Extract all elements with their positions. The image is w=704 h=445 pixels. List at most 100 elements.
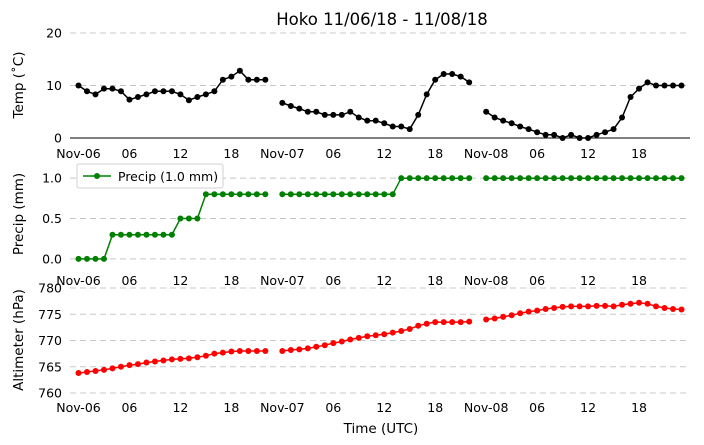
temp-data-point [415, 111, 422, 118]
alt-data-point [542, 306, 549, 312]
precip-data-point [151, 231, 158, 238]
temp-data-point [661, 82, 668, 89]
precip-data-point [330, 191, 337, 198]
alt-x-tick-label: 06 [529, 400, 545, 415]
precip-data-point [202, 191, 209, 198]
temp-data-point [449, 70, 456, 77]
alt-data-point [415, 322, 422, 329]
temp-data-point [83, 88, 90, 95]
temp-data-point [75, 82, 82, 89]
precip-data-point [423, 175, 430, 182]
alt-data-point [423, 320, 430, 327]
precip-data-point [576, 175, 583, 182]
alt-y-tick-label: 760 [38, 386, 62, 401]
alt-y-tick-label: 765 [38, 359, 62, 374]
precip-data-point [457, 175, 464, 182]
alt-data-point [644, 300, 651, 307]
temp-data-point [593, 131, 600, 138]
precip-data-point [644, 175, 651, 182]
alt-data-point [653, 303, 660, 310]
precip-data-point [619, 175, 626, 182]
alt-data-point [627, 300, 634, 307]
temp-data-point [466, 79, 473, 86]
precip-data-point [177, 215, 184, 222]
alt-data-point [304, 345, 311, 352]
temp-data-point [423, 91, 430, 98]
temp-data-point [653, 82, 660, 89]
alt-data-point [202, 352, 209, 359]
precip-data-point [491, 175, 498, 182]
alt-data-point [551, 304, 558, 311]
alt-data-point [568, 303, 575, 310]
precip-data-point [398, 175, 405, 182]
temp-data-point [202, 91, 209, 98]
precip-x-tick-label: 12 [172, 273, 188, 288]
temp-data-point [245, 76, 252, 83]
precip-data-point [440, 175, 447, 182]
alt-data-point [296, 346, 303, 353]
temp-data-point [372, 117, 379, 124]
temp-x-tick-label: 06 [529, 146, 545, 161]
temp-data-point [500, 117, 507, 124]
temp-data-point [143, 91, 150, 98]
precip-x-tick-label: Nov-07 [260, 273, 304, 288]
alt-data-point [389, 329, 396, 336]
precip-data-point [636, 175, 643, 182]
alt-data-point [253, 348, 260, 354]
precip-data-point [126, 231, 133, 238]
alt-data-point [245, 348, 252, 354]
alt-data-point [100, 366, 107, 373]
temp-data-point [355, 114, 362, 121]
alt-data-point [355, 334, 362, 341]
alt-data-point [517, 310, 524, 317]
precip-data-point [211, 191, 218, 198]
alt-data-point [321, 342, 328, 349]
alt-data-point [483, 316, 490, 323]
temp-data-point [185, 97, 192, 104]
precip-data-point [534, 175, 541, 182]
alt-data-point [576, 303, 583, 310]
alt-data-point [117, 363, 124, 370]
precip-data-point [287, 191, 294, 198]
alt-data-point [228, 348, 235, 355]
precip-x-tick-label: 18 [427, 273, 443, 288]
alt-data-point [602, 302, 609, 309]
temp-data-point [117, 88, 124, 95]
temp-x-tick-label: 06 [121, 146, 137, 161]
precip-data-point [542, 175, 549, 182]
alt-data-point [109, 365, 116, 372]
precip-data-point [92, 255, 99, 262]
temp-data-point [440, 70, 447, 77]
precip-data-point [568, 175, 575, 182]
temp-data-point [347, 108, 354, 115]
temp-y-tick-label: 20 [46, 26, 62, 41]
precip-y-tick-label: 1.0 [42, 171, 62, 186]
alt-data-point [508, 312, 515, 319]
precip-data-point [670, 175, 677, 182]
alt-data-point [440, 319, 447, 326]
alt-y-tick-label: 775 [38, 307, 62, 322]
temp-data-point [559, 135, 566, 141]
precip-x-tick-label: 12 [580, 273, 596, 288]
temp-data-point [134, 94, 141, 101]
precip-data-point [381, 191, 388, 198]
precip-data-point [228, 191, 235, 198]
temp-x-tick-label: Nov-06 [56, 146, 101, 161]
alt-data-point [381, 331, 388, 338]
alt-x-tick-label: 06 [325, 400, 341, 415]
temp-data-point [330, 111, 337, 118]
temp-data-point [287, 102, 294, 109]
temp-data-point [160, 88, 167, 95]
precip-data-point [304, 191, 311, 198]
alt-data-point [661, 304, 668, 311]
precip-data-point [338, 191, 345, 198]
precip-data-point [389, 191, 396, 198]
temp-data-point [517, 123, 524, 130]
precip-data-point [296, 191, 303, 198]
temp-x-tick-label: Nov-07 [260, 146, 304, 161]
temp-data-point [313, 108, 320, 115]
alt-x-tick-label: 18 [223, 400, 239, 415]
alt-data-point [168, 356, 175, 363]
precip-series-line [78, 193, 266, 260]
temp-data-point [678, 82, 685, 89]
